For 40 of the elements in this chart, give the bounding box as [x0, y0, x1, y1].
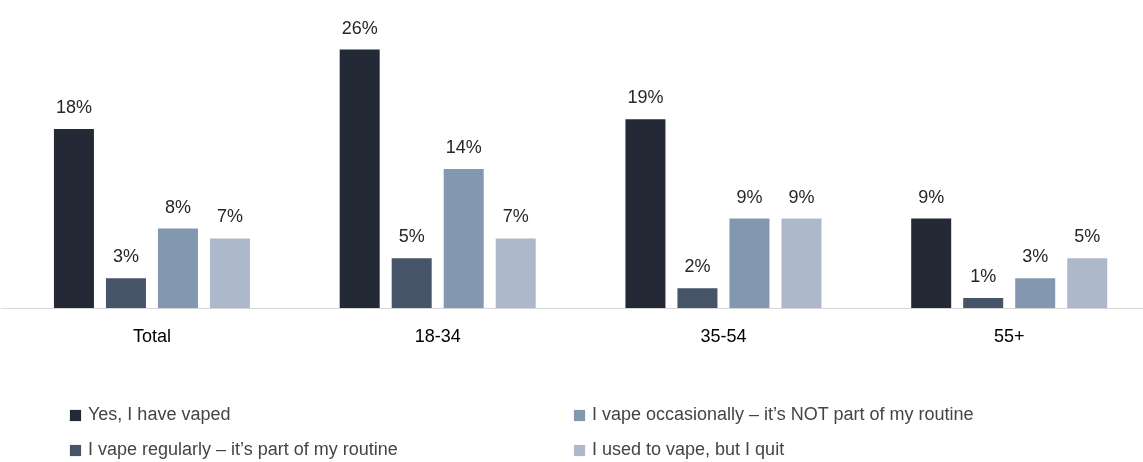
data-label: 14% — [445, 136, 482, 157]
data-label: 7% — [216, 206, 243, 227]
bar — [911, 218, 952, 309]
data-label: 5% — [1074, 226, 1101, 247]
bar — [677, 288, 718, 309]
legend-label: I used to vape, but I quit — [592, 439, 786, 460]
bar — [1015, 278, 1056, 309]
data-label: 2% — [684, 256, 711, 277]
bar — [443, 168, 484, 309]
legend-label: Yes, I have vaped — [88, 404, 232, 425]
bar — [729, 218, 770, 309]
bar — [1067, 258, 1108, 309]
data-label: 26% — [341, 17, 378, 38]
bar — [209, 238, 250, 309]
data-label: 9% — [918, 186, 945, 207]
data-label: 9% — [736, 186, 763, 207]
bar — [391, 258, 432, 309]
bar — [495, 238, 536, 309]
data-label: 8% — [164, 196, 191, 217]
data-label: 3% — [1022, 246, 1049, 267]
x-tick-label: 35-54 — [700, 326, 747, 347]
bar — [157, 228, 198, 309]
x-tick-label: Total — [132, 326, 171, 347]
bar — [105, 278, 146, 309]
bar — [625, 119, 666, 309]
legend-label: I vape regularly – it’s part of my routine — [88, 439, 399, 460]
data-label: 3% — [112, 246, 139, 267]
x-tick-label: 18-34 — [414, 326, 461, 347]
data-label: 1% — [970, 266, 997, 287]
data-label: 9% — [788, 186, 815, 207]
legend-label: I vape occasionally – it’s NOT part of my routine — [592, 404, 975, 425]
data-label: 7% — [502, 206, 529, 227]
data-label: 18% — [55, 97, 92, 118]
bar — [781, 218, 822, 309]
data-label: 19% — [627, 87, 664, 108]
bar — [339, 49, 380, 309]
bar — [53, 129, 94, 309]
bar — [963, 298, 1004, 309]
data-label: 5% — [398, 226, 425, 247]
x-tick-label: 55+ — [993, 326, 1025, 347]
